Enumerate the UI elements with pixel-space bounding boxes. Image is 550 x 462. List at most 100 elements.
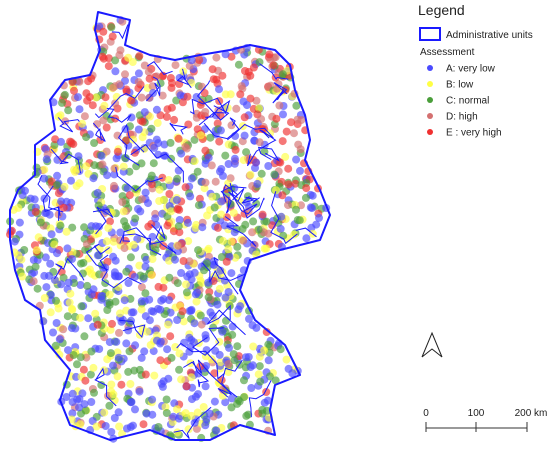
unit-boundary	[57, 117, 80, 133]
assessment-point	[117, 380, 126, 389]
assessment-point	[177, 375, 186, 384]
assessment-point	[282, 355, 291, 364]
assessment-point	[220, 276, 229, 285]
assessment-point	[60, 90, 69, 99]
unit-boundary	[247, 129, 277, 167]
assessment-point	[135, 365, 144, 374]
assessment-point	[110, 414, 119, 422]
assessment-point	[233, 242, 242, 251]
assessment-point	[68, 398, 77, 406]
assessment-point	[59, 325, 68, 334]
assessment-point	[262, 217, 271, 226]
unit-boundary	[173, 406, 212, 440]
legend-subtitle: Assessment	[420, 47, 475, 58]
unit-boundary	[224, 216, 257, 247]
scale-label: 100	[468, 408, 485, 419]
assessment-point	[161, 403, 170, 411]
assessment-point	[187, 174, 196, 183]
assessment-point	[284, 364, 293, 373]
assessment-point	[107, 380, 116, 389]
unit-boundary	[192, 360, 210, 388]
assessment-point	[242, 411, 251, 420]
assessment-point	[166, 308, 175, 317]
assessment-point	[231, 145, 240, 154]
assessment-point	[165, 273, 174, 282]
assessment-point	[104, 246, 113, 254]
assessment-point	[192, 297, 201, 306]
assessment-point	[87, 398, 96, 406]
assessment-point	[58, 98, 66, 107]
assessment-point	[173, 405, 181, 414]
assessment-point	[129, 135, 138, 144]
assessment-point	[296, 145, 305, 154]
assessment-point	[207, 161, 216, 170]
assessment-point	[254, 370, 263, 379]
unit-boundary	[248, 380, 272, 418]
assessment-point	[68, 78, 77, 87]
assessment-point	[98, 52, 107, 61]
assessment-point	[252, 199, 261, 208]
assessment-point	[264, 162, 273, 170]
assessment-point	[139, 420, 148, 429]
assessment-point	[125, 167, 134, 176]
assessment-point	[244, 353, 253, 361]
legend-symbol	[427, 113, 433, 119]
assessment-point	[137, 305, 146, 314]
unit-boundary	[207, 304, 246, 336]
assessment-point	[148, 82, 157, 91]
assessment-point	[217, 376, 226, 385]
assessment-point	[198, 223, 207, 232]
assessment-point	[221, 293, 230, 302]
assessment-point	[63, 244, 72, 253]
assessment-point	[258, 405, 267, 414]
assessment-point	[166, 138, 175, 147]
assessment-point	[260, 244, 269, 253]
assessment-point	[148, 395, 157, 404]
assessment-point	[128, 58, 137, 66]
assessment-point	[284, 180, 293, 189]
assessment-point	[234, 60, 243, 69]
assessment-point	[87, 74, 96, 83]
assessment-point	[113, 131, 122, 140]
assessment-point	[49, 328, 57, 337]
unit-boundary	[50, 148, 82, 174]
assessment-point	[216, 167, 224, 176]
assessment-point	[113, 147, 122, 156]
assessment-point	[174, 222, 183, 231]
assessment-point	[51, 341, 60, 350]
assessment-point	[115, 80, 124, 89]
assessment-point	[253, 179, 262, 188]
assessment-point	[247, 384, 256, 392]
assessment-point	[201, 178, 210, 187]
assessment-point	[78, 389, 87, 398]
assessment-point	[157, 296, 166, 305]
assessment-point	[101, 422, 110, 430]
assessment-point	[40, 294, 49, 302]
assessment-point	[107, 428, 116, 436]
assessment-point	[67, 304, 76, 313]
assessment-point	[241, 220, 250, 229]
assessment-point	[165, 190, 174, 198]
assessment-point	[228, 330, 237, 339]
assessment-point	[161, 151, 170, 160]
assessment-point	[184, 425, 193, 434]
assessment-point	[201, 159, 210, 168]
assessment-point	[224, 140, 233, 149]
assessment-point	[118, 17, 127, 26]
assessment-point	[249, 217, 258, 226]
assessment-point	[276, 224, 285, 233]
assessment-point	[97, 151, 106, 160]
assessment-point	[97, 381, 106, 389]
assessment-point	[302, 184, 311, 193]
assessment-point	[109, 237, 118, 246]
assessment-point	[62, 227, 71, 236]
unit-boundary	[196, 80, 230, 121]
assessment-point	[220, 221, 229, 230]
assessment-point	[36, 218, 45, 227]
assessment-point	[278, 70, 287, 79]
assessment-point	[167, 353, 176, 362]
assessment-point	[182, 280, 190, 289]
assessment-point	[204, 244, 213, 253]
assessment-point	[228, 322, 237, 331]
assessment-point	[82, 162, 91, 171]
